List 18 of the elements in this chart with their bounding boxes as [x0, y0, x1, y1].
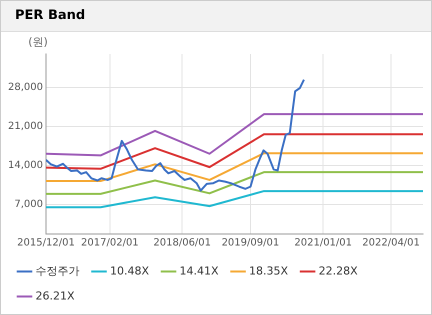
x-tick-label: 2019/09/01 — [222, 238, 280, 249]
legend-label: 10.48X — [110, 264, 150, 278]
y-tick-label: 21,000 — [8, 121, 43, 132]
y-axis-title: (원) — [28, 35, 48, 48]
legend-label: 수정주가 — [36, 264, 80, 278]
x-tick-label: 2017/02/01 — [81, 238, 139, 249]
y-tick-label: 7,000 — [14, 199, 43, 210]
x-tick-label: 2018/06/01 — [153, 238, 212, 249]
legend-label: 26.21X — [36, 289, 75, 302]
y-tick-label: 28,000 — [8, 82, 43, 94]
chart-title: PER Band — [1, 1, 431, 32]
legend-label: 22.28X — [318, 264, 358, 278]
x-tick-label: 2021/01/01 — [294, 238, 352, 249]
legend-label: 18.35X — [249, 264, 289, 278]
y-tick-label: 14,000 — [8, 160, 43, 172]
x-tick-label: 2022/04/01 — [362, 238, 420, 249]
legend-label: 14.41X — [180, 264, 220, 278]
x-tick-label: 2015/12/01 — [17, 238, 75, 249]
